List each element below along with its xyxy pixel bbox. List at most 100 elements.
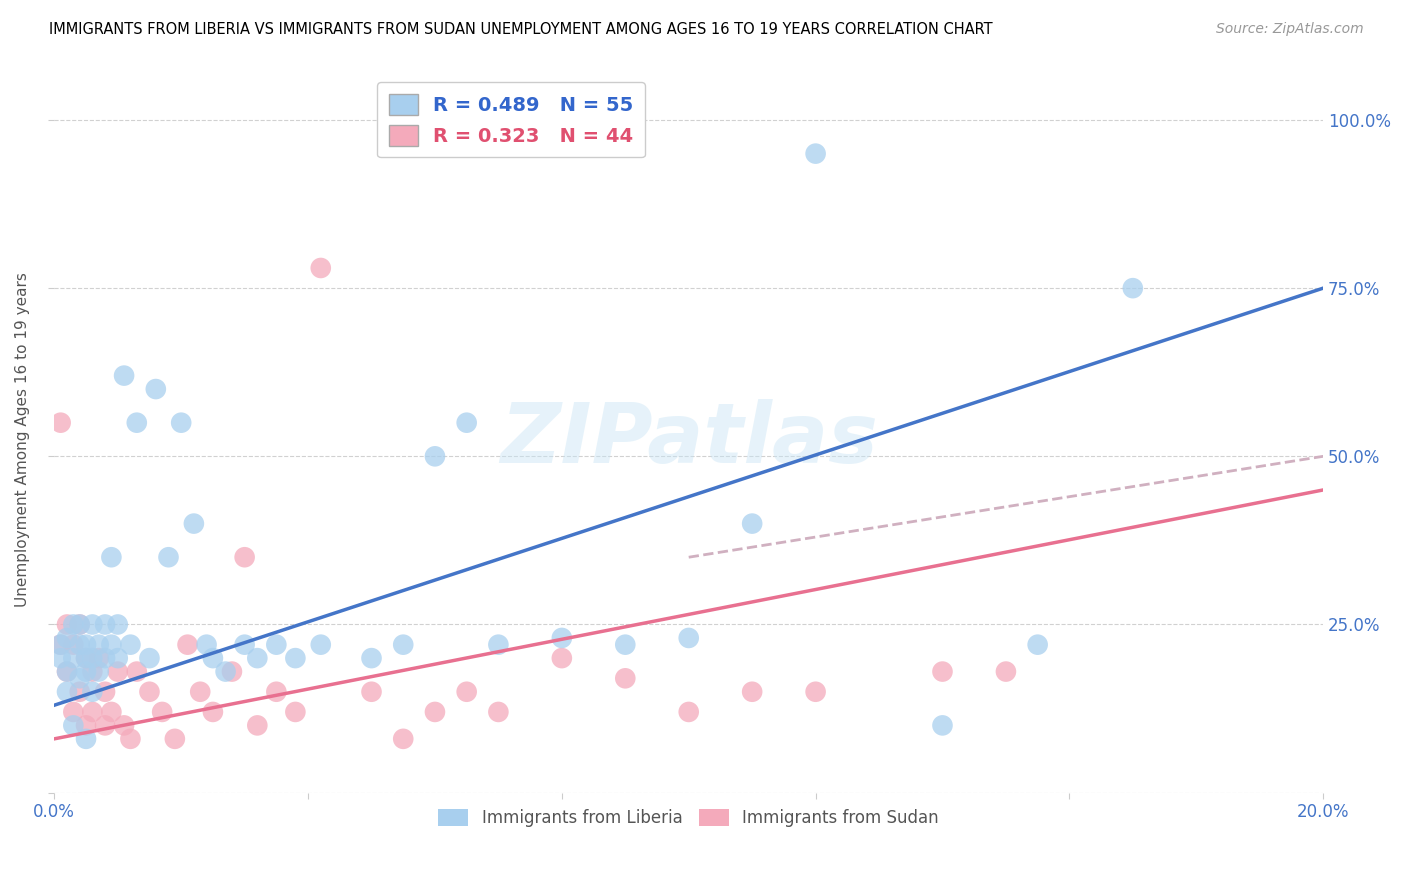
- Point: [82, 685, 104, 699]
- Point: [100, 705, 122, 719]
- Point: [75, 731, 97, 746]
- Point: [214, 665, 236, 679]
- Point: [170, 416, 193, 430]
- Point: [125, 416, 148, 430]
- Point: [125, 665, 148, 679]
- Point: [392, 731, 415, 746]
- Text: Source: ZipAtlas.com: Source: ZipAtlas.com: [1216, 22, 1364, 37]
- Point: [284, 651, 307, 665]
- Y-axis label: Unemployment Among Ages 16 to 19 years: Unemployment Among Ages 16 to 19 years: [15, 272, 30, 607]
- Point: [551, 651, 574, 665]
- Point: [107, 651, 129, 665]
- Point: [82, 665, 104, 679]
- Point: [183, 516, 205, 531]
- Point: [931, 718, 953, 732]
- Point: [804, 146, 827, 161]
- Point: [284, 705, 307, 719]
- Point: [94, 685, 117, 699]
- Point: [360, 685, 382, 699]
- Point: [107, 665, 129, 679]
- Point: [804, 685, 827, 699]
- Point: [221, 665, 243, 679]
- Point: [75, 651, 97, 665]
- Point: [62, 617, 84, 632]
- Point: [994, 665, 1017, 679]
- Point: [100, 638, 122, 652]
- Point: [62, 705, 84, 719]
- Point: [75, 665, 97, 679]
- Point: [201, 651, 224, 665]
- Point: [266, 638, 288, 652]
- Point: [309, 260, 332, 275]
- Point: [163, 731, 186, 746]
- Point: [456, 416, 478, 430]
- Point: [112, 718, 135, 732]
- Point: [195, 638, 218, 652]
- Point: [392, 638, 415, 652]
- Point: [94, 617, 117, 632]
- Point: [1026, 638, 1049, 652]
- Point: [62, 638, 84, 652]
- Point: [486, 705, 509, 719]
- Text: ZIPatlas: ZIPatlas: [499, 399, 877, 480]
- Point: [120, 638, 142, 652]
- Point: [62, 651, 84, 665]
- Point: [49, 638, 72, 652]
- Point: [75, 651, 97, 665]
- Point: [741, 516, 763, 531]
- Point: [309, 638, 332, 652]
- Point: [82, 617, 104, 632]
- Point: [94, 718, 117, 732]
- Point: [112, 368, 135, 383]
- Point: [456, 685, 478, 699]
- Point: [931, 665, 953, 679]
- Point: [49, 638, 72, 652]
- Point: [69, 617, 91, 632]
- Point: [246, 651, 269, 665]
- Point: [87, 638, 110, 652]
- Point: [678, 705, 700, 719]
- Point: [56, 665, 79, 679]
- Point: [233, 638, 256, 652]
- Point: [94, 651, 117, 665]
- Point: [551, 631, 574, 645]
- Point: [49, 651, 72, 665]
- Point: [486, 638, 509, 652]
- Point: [614, 638, 637, 652]
- Legend: Immigrants from Liberia, Immigrants from Sudan: Immigrants from Liberia, Immigrants from…: [432, 802, 946, 834]
- Point: [56, 665, 79, 679]
- Point: [138, 651, 160, 665]
- Point: [423, 450, 446, 464]
- Point: [188, 685, 211, 699]
- Point: [360, 651, 382, 665]
- Point: [614, 671, 637, 685]
- Point: [87, 651, 110, 665]
- Point: [82, 651, 104, 665]
- Point: [176, 638, 198, 652]
- Point: [82, 705, 104, 719]
- Point: [741, 685, 763, 699]
- Point: [145, 382, 167, 396]
- Point: [233, 550, 256, 565]
- Point: [56, 617, 79, 632]
- Point: [157, 550, 180, 565]
- Point: [1122, 281, 1144, 295]
- Point: [69, 638, 91, 652]
- Point: [69, 617, 91, 632]
- Point: [107, 617, 129, 632]
- Point: [246, 718, 269, 732]
- Point: [138, 685, 160, 699]
- Point: [56, 631, 79, 645]
- Point: [150, 705, 173, 719]
- Point: [49, 416, 72, 430]
- Point: [678, 631, 700, 645]
- Point: [69, 671, 91, 685]
- Point: [62, 718, 84, 732]
- Point: [75, 718, 97, 732]
- Point: [100, 550, 122, 565]
- Point: [201, 705, 224, 719]
- Point: [56, 685, 79, 699]
- Point: [120, 731, 142, 746]
- Point: [87, 665, 110, 679]
- Point: [69, 685, 91, 699]
